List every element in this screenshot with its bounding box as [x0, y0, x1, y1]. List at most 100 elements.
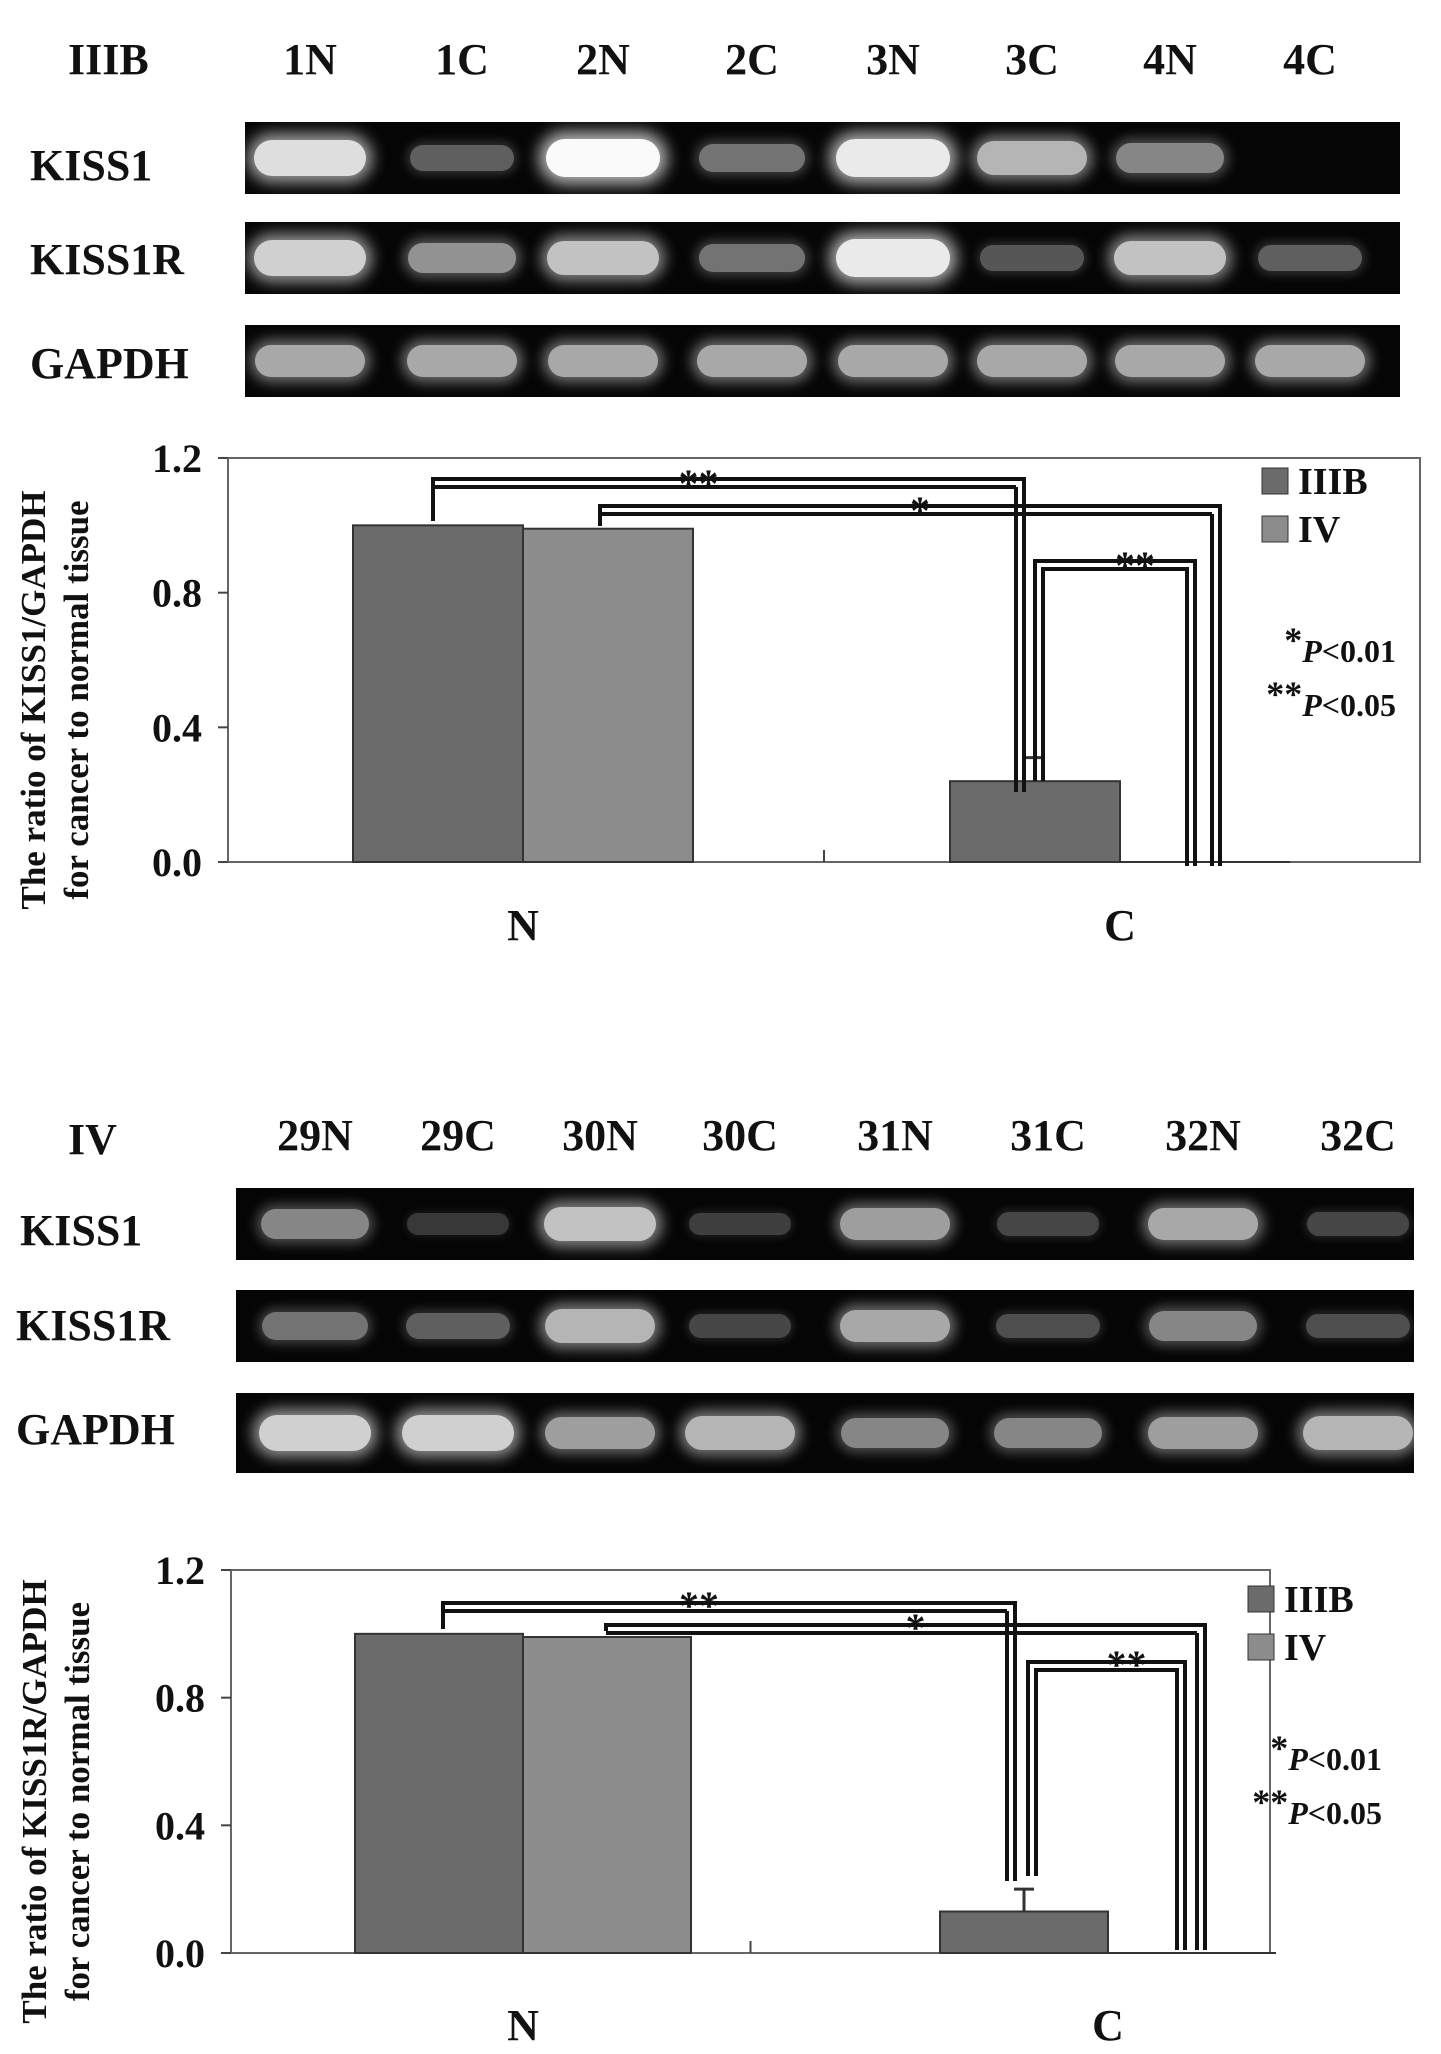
significance-label: *: [910, 488, 930, 533]
gel-band-30c: [688, 1212, 792, 1236]
row-label-kiss1r: KISS1R: [16, 1301, 171, 1350]
note-p: P: [1301, 687, 1322, 723]
bracket-line: [1041, 567, 1189, 866]
gel-band-2c: [698, 243, 806, 273]
row-label-gapdh: GAPDH: [30, 339, 189, 388]
gel-band-3c: [976, 141, 1088, 175]
gel-band-4c: [1255, 344, 1365, 378]
lane-label-29c: 29C: [420, 1111, 496, 1160]
note-stars: *: [1270, 1728, 1288, 1768]
lane-label-2n: 2N: [576, 35, 630, 84]
significance-bracket: [1033, 559, 1197, 866]
bracket-line: [1026, 1660, 1187, 1950]
gel-band-32n: [1148, 1207, 1258, 1241]
gel-band-32n: [1148, 1417, 1258, 1449]
gel-band-1c: [407, 344, 517, 378]
bar-iv-n: [522, 1636, 692, 1955]
significance-bracket: [598, 504, 1222, 866]
gel-band-31n: [840, 1208, 950, 1240]
y-tick-label: 0.4: [152, 705, 202, 750]
significance-bracket: [431, 477, 1026, 792]
legend-label-iiib: IIIB: [1284, 1579, 1354, 1621]
y-tick-label: 1.2: [155, 1548, 205, 1593]
gel-band-31c: [996, 1212, 1100, 1236]
significance-label: *: [906, 1605, 926, 1650]
significance-label: **: [679, 461, 719, 506]
gel-strip-gapdh: [245, 325, 1400, 397]
x-category-label-n: N: [507, 2001, 539, 2050]
lane-label-1n: 1N: [283, 35, 337, 84]
lane-label-32c: 32C: [1320, 1111, 1396, 1160]
gel-band-32c: [1302, 1416, 1414, 1450]
legend-swatch-iv: [1247, 1633, 1275, 1661]
x-category-label-c: C: [1104, 901, 1136, 950]
gel-title: IV: [68, 1115, 117, 1164]
gel-band-2c: [697, 344, 807, 378]
lane-label-31c: 31C: [1010, 1111, 1086, 1160]
bar-chart-kiss1: 0.0 0.4 0.8 1.2 The ratio of KISS1/GAPDH for …: [14, 436, 1421, 950]
gel-band-31n: [840, 1309, 950, 1343]
bar-iiib-c: [939, 1910, 1109, 1954]
p-value-note: **P<0.05: [1252, 1782, 1382, 1831]
y-tick-label: 0.8: [155, 1676, 205, 1721]
legend-swatch-iiib: [1261, 467, 1289, 495]
y-tick-label: 1.2: [152, 436, 202, 481]
gel-band-30n: [544, 1206, 656, 1242]
gel-band-30c: [688, 1314, 792, 1338]
gel-band-30n: [544, 1309, 656, 1343]
lane-label-2c: 2C: [725, 35, 779, 84]
gel-band-2c: [698, 143, 806, 173]
note-p: P: [1301, 633, 1322, 669]
y-tick-label: 0.0: [155, 1931, 205, 1976]
gel-band-3n: [836, 239, 950, 277]
gel-band-3n: [838, 344, 948, 378]
row-label-gapdh: GAPDH: [16, 1405, 175, 1454]
gel-strip-kiss1r: [245, 222, 1400, 294]
gel-band-2n: [546, 139, 660, 177]
bar-chart-kiss1r: 0.0 0.4 0.8 1.2 The ratio of KISS1R/GAPDH for…: [15, 1548, 1382, 2050]
lane-label-30n: 30N: [562, 1111, 638, 1160]
gel-band-29c: [402, 1415, 514, 1451]
gel-band-29c: [405, 1312, 511, 1340]
gel-band-32c: [1306, 1313, 1410, 1339]
note-stars: *: [1284, 620, 1302, 660]
gel-band-4c: [1257, 244, 1363, 272]
lane-label-1c: 1C: [435, 35, 489, 84]
gel-band-4n: [1114, 240, 1226, 276]
legend-label-iv: IV: [1298, 509, 1341, 551]
gel-band-3c: [977, 344, 1087, 378]
legend-label-iiib: IIIB: [1298, 461, 1368, 503]
note-p: P: [1287, 1795, 1308, 1831]
gel-band-1c: [409, 144, 515, 172]
note-threshold: <0.01: [1308, 1741, 1382, 1777]
note-threshold: <0.05: [1322, 687, 1396, 723]
p-value-note: *P<0.01: [1284, 620, 1396, 669]
significance-bracket: [441, 1601, 1017, 1881]
p-value-note: *P<0.01: [1270, 1728, 1382, 1777]
legend-label-iv: IV: [1284, 1627, 1327, 1669]
x-category-label-n: N: [507, 901, 539, 950]
gel-band-1n: [254, 240, 366, 276]
bar-iiib-n: [352, 524, 524, 863]
gel-band-4n: [1115, 344, 1225, 378]
legend-swatch-iiib: [1247, 1585, 1275, 1613]
gel-band-31n: [841, 1418, 949, 1448]
note-p: P: [1287, 1741, 1308, 1777]
bracket-line: [1034, 1668, 1179, 1950]
note-threshold: <0.01: [1322, 633, 1396, 669]
y-tick-label: 0.4: [155, 1803, 205, 1848]
y-axis-label: The ratio of KISS1R/GAPDH: [15, 1579, 54, 2023]
note-threshold: <0.05: [1308, 1795, 1382, 1831]
lane-label-4c: 4C: [1283, 35, 1337, 84]
gel-band-29c: [407, 1213, 509, 1235]
gel-band-29n: [261, 1209, 369, 1239]
row-label-kiss1r: KISS1R: [30, 235, 185, 284]
gel-band-30n: [545, 1417, 655, 1449]
gel-band-3n: [836, 139, 950, 177]
gel-strip-gapdh: [236, 1393, 1414, 1473]
legend-swatch-iv: [1261, 515, 1289, 543]
p-value-note: **P<0.05: [1266, 674, 1396, 723]
significance-bracket: [604, 1623, 1207, 1950]
significance-label: **: [1115, 543, 1155, 588]
gel-title: IIIB: [68, 35, 149, 84]
